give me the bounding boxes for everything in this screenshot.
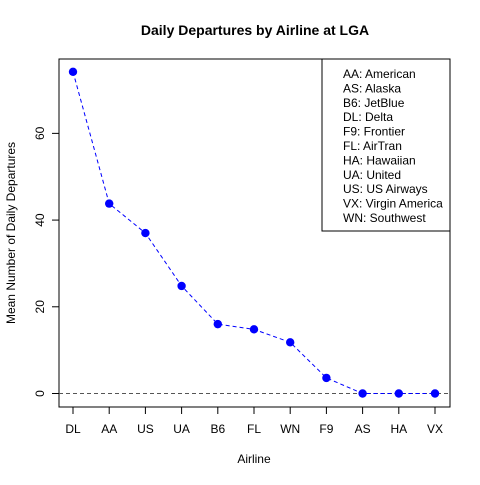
x-tick-label: FL — [247, 422, 261, 436]
legend-entry: B6: JetBlue — [343, 96, 405, 110]
legend-box — [321, 58, 451, 232]
x-tick-label: B6 — [210, 422, 225, 436]
chart-title: Daily Departures by Airline at LGA — [141, 22, 369, 38]
legend-entry: DL: Delta — [343, 110, 393, 124]
data-point — [322, 373, 331, 383]
legend-entry: VX: Virgin America — [343, 197, 443, 211]
data-point — [105, 199, 114, 208]
x-tick-label: WN — [280, 422, 300, 436]
data-point — [249, 325, 259, 334]
legend-entry: AS: Alaska — [343, 81, 401, 95]
legend-entry: WN: Southwest — [343, 211, 426, 225]
x-tick-label: AS — [355, 422, 371, 436]
x-tick-label: DL — [65, 422, 81, 436]
y-tick-label: 0 — [33, 390, 47, 397]
data-point — [213, 319, 222, 329]
legend-entry: UA: United — [343, 168, 401, 182]
x-tick-label: VX — [427, 422, 443, 436]
legend-entry: F9: Frontier — [343, 125, 405, 139]
data-point — [68, 67, 78, 77]
y-axis-title: Mean Number of Daily Departures — [4, 142, 18, 324]
x-tick-label: AA — [101, 422, 117, 436]
x-axis-title: Airline — [237, 452, 271, 466]
data-point — [141, 228, 150, 238]
x-tick-label: US — [137, 422, 154, 436]
data-point — [177, 281, 186, 291]
x-tick-label: UA — [173, 422, 190, 436]
axes-layer: 0 20 40 60 DL AA US UA B6 FL WN F9 AS HA VX — [33, 126, 443, 436]
legend-entry: US: US Airways — [343, 182, 428, 196]
data-point — [286, 338, 295, 347]
legend-entry: FL: AirTran — [343, 139, 402, 153]
data-point — [358, 389, 367, 398]
legend-entry: AA: American — [343, 67, 416, 81]
data-point — [430, 389, 440, 398]
legend-entry: HA: Hawaiian — [343, 153, 416, 167]
data-point — [394, 389, 403, 398]
y-tick-label: 40 — [33, 213, 47, 227]
series-layer — [59, 67, 450, 398]
x-tick-label: HA — [390, 422, 407, 436]
x-tick-label: F9 — [319, 422, 333, 436]
y-tick-label: 20 — [33, 300, 47, 314]
y-tick-label: 60 — [33, 126, 47, 140]
